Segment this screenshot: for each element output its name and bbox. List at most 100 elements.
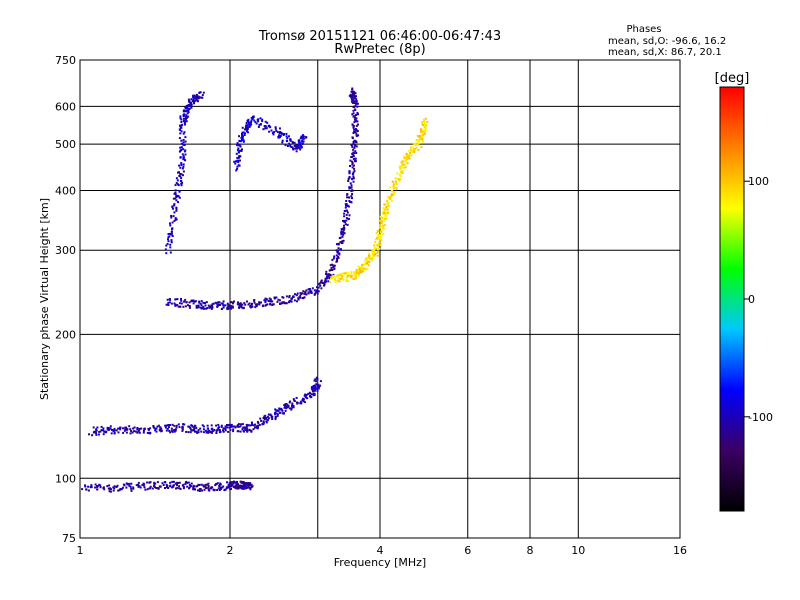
data-point (207, 431, 210, 434)
data-point (382, 207, 385, 209)
data-point (310, 387, 313, 390)
data-point (151, 487, 154, 490)
data-point (334, 279, 337, 282)
data-point (348, 94, 351, 97)
data-point (353, 116, 356, 119)
data-point (325, 273, 327, 275)
data-point (122, 431, 125, 434)
data-point (185, 114, 188, 117)
data-point (182, 115, 185, 118)
data-point (128, 484, 131, 487)
data-point (248, 482, 251, 485)
data-point (410, 148, 413, 151)
data-point (345, 204, 347, 207)
data-point (154, 482, 157, 485)
data-point (242, 482, 245, 485)
data-point (316, 388, 319, 391)
data-point (247, 120, 249, 123)
data-point (380, 225, 382, 228)
data-point (115, 486, 118, 488)
data-point (351, 166, 354, 169)
data-point (310, 395, 313, 398)
data-point (342, 239, 345, 242)
data-point (182, 113, 185, 116)
data-point (300, 292, 303, 295)
data-point (109, 425, 112, 428)
data-point (220, 302, 223, 305)
data-point (218, 301, 221, 304)
data-point (242, 481, 245, 484)
data-point (177, 201, 179, 204)
data-point (260, 301, 262, 304)
data-point (182, 487, 185, 490)
data-point (110, 432, 113, 435)
data-point (164, 426, 167, 429)
data-point (302, 140, 305, 143)
data-point (252, 424, 255, 427)
data-point (348, 176, 351, 179)
data-point (190, 106, 193, 109)
data-point (353, 128, 356, 131)
data-point (288, 301, 290, 304)
data-point (172, 197, 175, 200)
data-point (169, 481, 172, 484)
data-point (329, 264, 332, 267)
data-point (246, 128, 249, 131)
data-point (324, 278, 327, 281)
data-point (288, 135, 290, 138)
data-point (354, 108, 357, 111)
data-point (290, 407, 293, 410)
data-point (320, 279, 323, 282)
data-point (175, 194, 178, 197)
data-point (269, 298, 272, 301)
data-point (406, 162, 409, 165)
data-point (215, 424, 218, 427)
data-point (345, 276, 348, 279)
data-point (342, 275, 345, 277)
data-point (404, 157, 407, 160)
data-point (186, 485, 189, 488)
data-point (136, 427, 139, 429)
data-point (239, 159, 241, 162)
data-point (257, 422, 260, 425)
data-point (135, 484, 138, 487)
data-point (297, 297, 300, 300)
data-point (245, 124, 248, 127)
data-point (208, 306, 211, 309)
data-point (385, 217, 388, 220)
data-point (352, 132, 355, 134)
data-point (217, 303, 220, 306)
data-point (183, 156, 186, 159)
data-point (389, 186, 392, 189)
data-point (137, 481, 140, 484)
data-point (178, 190, 181, 193)
data-point (403, 155, 406, 158)
data-point (212, 429, 215, 432)
data-point (222, 300, 225, 303)
data-point (81, 488, 84, 491)
data-point (154, 429, 157, 432)
data-point (169, 424, 172, 426)
data-point (353, 101, 356, 104)
data-point (354, 92, 357, 95)
data-point (278, 408, 281, 411)
data-point (312, 387, 315, 390)
data-point (337, 277, 340, 280)
data-point (329, 281, 332, 284)
data-point (178, 485, 181, 488)
data-point (345, 271, 348, 274)
data-point (412, 148, 415, 151)
data-point (198, 490, 201, 492)
data-point (353, 130, 355, 133)
data-point (180, 299, 183, 302)
data-point (380, 219, 383, 222)
data-point (350, 98, 353, 101)
data-point (222, 429, 225, 432)
data-point (199, 427, 202, 430)
data-point (149, 485, 152, 488)
data-point (164, 487, 166, 489)
data-point (282, 134, 285, 136)
data-point (234, 162, 237, 165)
data-point (210, 305, 213, 308)
data-point (356, 111, 359, 114)
